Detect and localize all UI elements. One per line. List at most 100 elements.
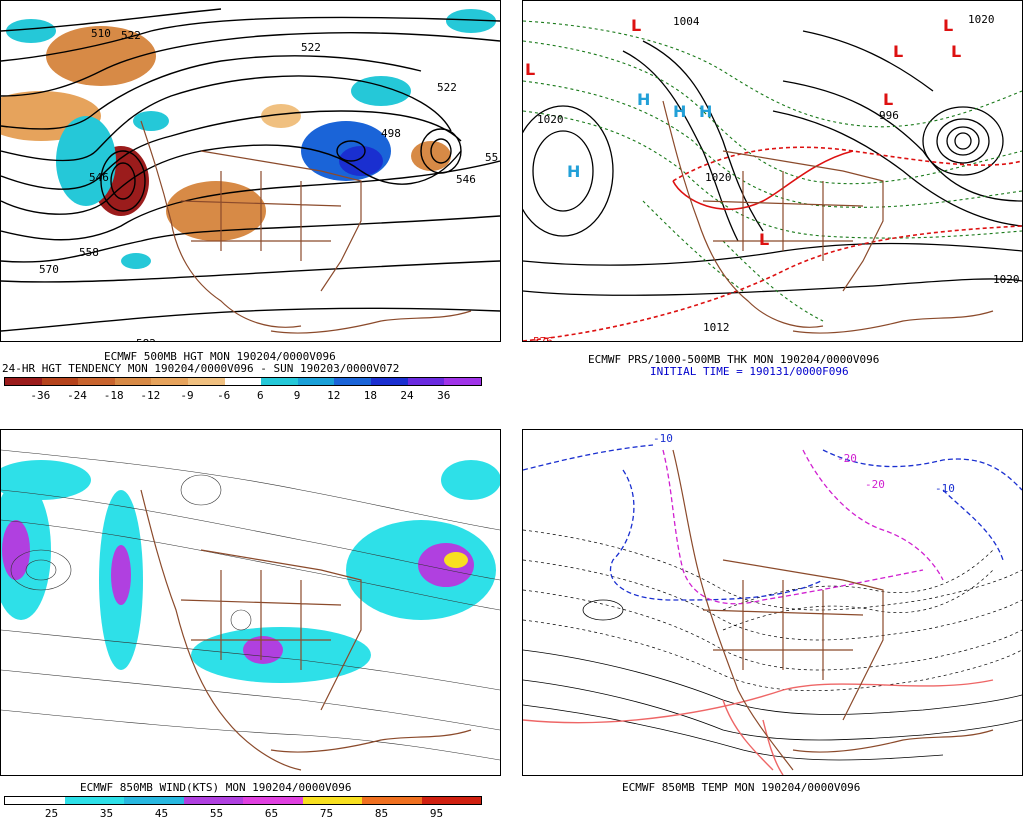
colorbar-swatch (371, 378, 408, 385)
colorbar-tick: 45 (154, 807, 169, 820)
colorbar-tick: -36 (30, 389, 51, 402)
isotherm-label: -10 (935, 482, 955, 495)
warm-contours (523, 679, 994, 775)
colorbar-swatch (5, 797, 65, 804)
wind-speed-area (111, 545, 131, 605)
colorbar-tick: 12 (327, 389, 341, 402)
positive-tendency-area (339, 146, 383, 176)
wind-speed-area (1, 460, 91, 500)
thickness-label: 576 (533, 335, 553, 341)
colorbar-swatch (421, 797, 481, 804)
colorbar-swatch (151, 378, 189, 385)
panel-850mb-temp: -10 -10 -20 -20 ECMWF 850MB TEMP MON 190… (522, 429, 1024, 819)
panel-title: ECMWF 500MB HGT MON 190204/0000V096 (104, 350, 336, 363)
colorbar-swatch (334, 378, 372, 385)
colorbar-swatch (302, 797, 362, 804)
panel-subtitle: 24-HR HGT TENDENCY MON 190204/0000V096 -… (2, 362, 400, 375)
wind-colorbar-ticks: 25 35 45 55 65 75 85 95 (24, 807, 464, 820)
contour-label: 522 (301, 41, 321, 54)
negative-tendency-area (261, 104, 301, 128)
coastline (140, 120, 472, 334)
colorbar-tick: -6 (217, 389, 231, 402)
contour-label: 546 (89, 171, 109, 184)
temperature-contours (523, 529, 1022, 692)
wind-speed-area (2, 520, 30, 580)
wind-speed-area (444, 552, 468, 568)
low-pressure-marker: L (893, 42, 903, 61)
initial-time: INITIAL TIME = 190131/0000F096 (650, 365, 849, 378)
colorbar-swatch (41, 378, 79, 385)
isobar-label: 1020 (537, 113, 564, 126)
negative-tendency-area (46, 26, 156, 86)
map-pressure-thickness: L L L L L L H H H H L 1020 1020 996 1004… (522, 0, 1023, 342)
temperature-contours-solid (523, 599, 1022, 761)
freezing-contours (662, 449, 944, 605)
freezing-thickness-line (523, 146, 1022, 341)
colorbar-swatch (5, 378, 42, 385)
colorbar-swatch (224, 378, 262, 385)
low-pressure-marker: L (951, 42, 961, 61)
isobar-label: 996 (879, 109, 899, 122)
isobar-label: 1020 (993, 273, 1020, 286)
isobar-label: 1012 (703, 321, 730, 334)
low-pressure-marker: L (943, 16, 953, 35)
thickness-contours (523, 20, 1022, 322)
low-pressure-marker: L (631, 16, 641, 35)
wind-colorbar (4, 796, 482, 805)
colorbar-swatch (444, 378, 481, 385)
positive-tendency-area (133, 111, 169, 131)
low-pressure-marker: L (525, 60, 535, 79)
isotherm-label: -20 (837, 452, 857, 465)
colorbar-tick: 65 (264, 807, 279, 820)
streamlines (1, 449, 500, 761)
colorbar-swatch (183, 797, 243, 804)
positive-tendency-area (446, 9, 496, 33)
wind-speed-area (418, 543, 474, 587)
tendency-colorbar-ticks: -36 -24 -18 -12 -9 -6 6 9 12 18 24 36 (22, 389, 462, 402)
contour-label: 570 (39, 263, 59, 276)
coastline (672, 449, 994, 771)
colorbar-tick: 55 (209, 807, 224, 820)
colorbar-swatch (362, 797, 422, 804)
colorbar-tick: -12 (140, 389, 161, 402)
pressure-field: L L L L L L H H H H L 1020 1020 996 1004… (523, 13, 1022, 341)
colorbar-tick: 35 (99, 807, 114, 820)
contour-label: 522 (121, 29, 141, 42)
red-contour (672, 150, 854, 211)
colorbar-tick: 36 (437, 389, 451, 402)
colorbar-tick: 9 (293, 389, 301, 402)
colorbar-tick: 25 (44, 807, 59, 820)
wind-field (1, 449, 500, 771)
map-850mb-wind (0, 429, 501, 776)
map-500mb-height: 510 522 522 546 558 570 582 522 498 546 … (0, 0, 501, 342)
low-pressure-marker: L (883, 90, 893, 109)
colorbar-swatch (114, 378, 152, 385)
colorbar-swatch (243, 797, 303, 804)
panel-pressure-thickness: L L L L L L H H H H L 1020 1020 996 1004… (522, 0, 1024, 409)
panel-850mb-wind: ECMWF 850MB WIND(KTS) MON 190204/0000V09… (0, 429, 510, 820)
cold-contours (523, 444, 1022, 601)
isobar-label: 1020 (705, 171, 732, 184)
coastline (662, 100, 994, 334)
negative-tendency-area (411, 141, 451, 171)
panel-title: ECMWF PRS/1000-500MB THK MON 190204/0000… (588, 353, 880, 366)
colorbar-tick: 95 (429, 807, 444, 820)
contour-label: 510 (91, 27, 111, 40)
contour-label: 582 (136, 337, 156, 341)
colorbar-tick: 85 (374, 807, 389, 820)
height-field: 510 522 522 546 558 570 582 522 498 546 … (1, 8, 500, 341)
high-pressure-marker: H (673, 102, 686, 121)
low-pressure-marker: L (759, 230, 769, 249)
colorbar-tick: 75 (319, 807, 334, 820)
high-pressure-marker: H (637, 90, 650, 109)
isotherm-label: -10 (653, 432, 673, 445)
colorbar-swatch (78, 378, 115, 385)
positive-tendency-area (351, 76, 411, 106)
contour-label: 522 (437, 81, 457, 94)
colorbar-tick: 18 (363, 389, 377, 402)
colorbar-tick: -9 (180, 389, 194, 402)
colorbar-tick: -24 (67, 389, 87, 402)
colorbar-swatch (261, 378, 298, 385)
map-850mb-temp: -10 -10 -20 -20 (522, 429, 1023, 776)
isobars (523, 30, 1022, 296)
